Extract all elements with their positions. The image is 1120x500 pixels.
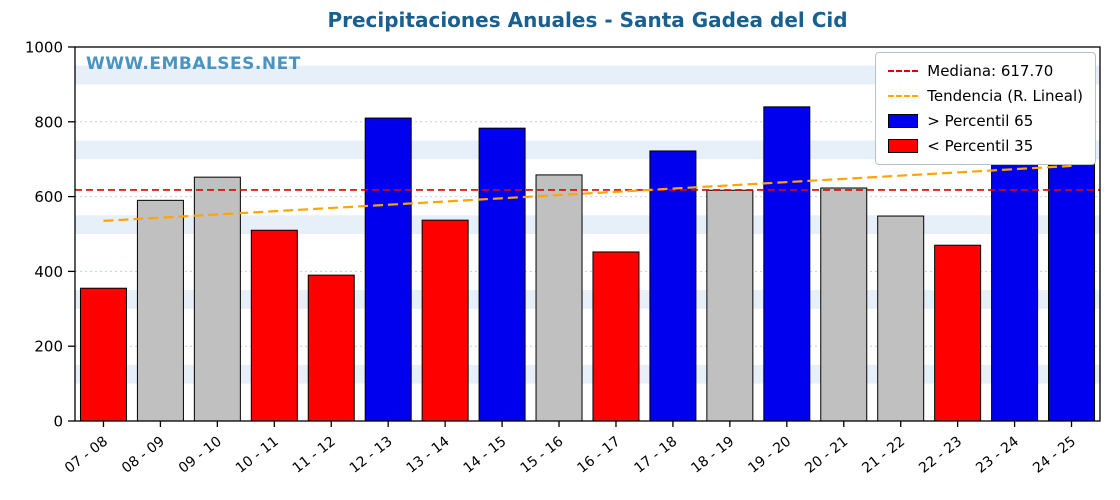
x-tick-label: 07 - 08 <box>62 434 111 477</box>
bar-15-16 <box>535 174 583 422</box>
bar-13-14 <box>421 219 469 422</box>
bar-24-25 <box>1048 142 1096 422</box>
x-tick-label: 15 - 16 <box>518 433 567 476</box>
x-tick-label: 13 - 14 <box>404 433 453 476</box>
y-tick-label: 200 <box>34 338 63 356</box>
bar-11-12 <box>307 274 355 422</box>
x-tick-label: 10 - 11 <box>233 434 282 477</box>
legend-high-label: > Percentil 65 <box>927 112 1034 130</box>
x-tick-label: 12 - 13 <box>347 434 396 477</box>
bar-20-21 <box>820 187 868 422</box>
bar-23-24 <box>991 162 1039 422</box>
x-tick-label: 20 - 21 <box>802 434 851 477</box>
y-tick-label: 600 <box>34 188 63 206</box>
background-band <box>75 65 1100 85</box>
trend-line-icon <box>888 95 919 97</box>
bar-19-20 <box>763 106 811 422</box>
bar-14-15 <box>478 127 526 422</box>
legend-item-low-percentile: < Percentil 35 <box>888 137 1083 155</box>
x-tick-label: 17 - 18 <box>631 434 680 477</box>
y-tick-label: 0 <box>53 413 63 431</box>
legend-trend-label: Tendencia (R. Lineal) <box>927 87 1083 105</box>
bar-18-19 <box>706 189 754 422</box>
legend-item-trend: Tendencia (R. Lineal) <box>888 87 1083 105</box>
trend-line <box>103 164 1072 223</box>
bar-16-17 <box>592 251 640 422</box>
x-tick-label: 11 - 12 <box>290 434 339 477</box>
bar-07-08 <box>79 287 127 422</box>
y-tick-label: 1000 <box>25 39 63 57</box>
chart-title: Precipitaciones Anuales - Santa Gadea de… <box>327 8 848 32</box>
x-tick-label: 19 - 20 <box>745 434 794 477</box>
blue-swatch-icon <box>888 114 919 128</box>
y-tick-label: 800 <box>34 113 63 131</box>
x-tick-label: 22 - 23 <box>916 434 965 477</box>
legend-item-median: Mediana: 617.70 <box>888 62 1083 80</box>
median-line-icon <box>888 70 919 72</box>
bar-17-18 <box>649 150 697 422</box>
background-band <box>75 140 1100 160</box>
legend-median-label: Mediana: 617.70 <box>927 62 1054 80</box>
x-tick-label: 16 - 17 <box>575 434 624 477</box>
chart-legend: Mediana: 617.70 Tendencia (R. Lineal) > … <box>875 52 1096 165</box>
x-tick-label: 18 - 19 <box>688 434 737 477</box>
bar-08-09 <box>136 199 184 422</box>
legend-low-label: < Percentil 35 <box>927 137 1034 155</box>
bar-22-23 <box>934 244 982 422</box>
bar-10-11 <box>250 229 298 422</box>
x-tick-label: 14 - 15 <box>461 434 510 477</box>
x-tick-label: 08 - 09 <box>119 434 168 477</box>
x-tick-label: 09 - 10 <box>176 434 225 477</box>
watermark: WWW.EMBALSES.NET <box>86 54 301 74</box>
y-tick-label: 400 <box>34 263 63 281</box>
x-tick-label: 21 - 22 <box>859 434 908 477</box>
bar-12-13 <box>364 117 412 422</box>
x-tick-label: 24 - 25 <box>1030 434 1079 477</box>
plot-border <box>74 46 1101 422</box>
bar-21-22 <box>877 215 925 422</box>
x-tick-label: 23 - 24 <box>973 433 1022 476</box>
legend-item-high-percentile: > Percentil 65 <box>888 112 1083 130</box>
red-swatch-icon <box>888 139 919 153</box>
